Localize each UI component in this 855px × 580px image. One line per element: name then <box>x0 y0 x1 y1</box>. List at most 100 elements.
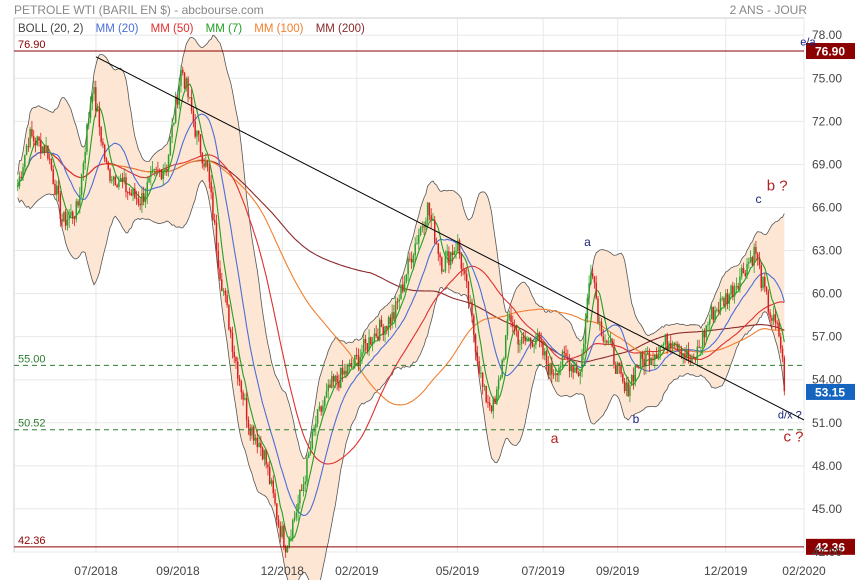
candle-body <box>613 346 615 365</box>
candle-body <box>384 326 386 335</box>
candle-body <box>167 154 170 171</box>
candle-body <box>742 267 745 273</box>
candle-body <box>91 93 94 104</box>
candle-body <box>556 373 558 376</box>
wave-label: d/x ? <box>778 410 802 422</box>
candle-body <box>84 151 86 164</box>
candle-body <box>437 243 440 255</box>
candle-body <box>254 437 257 441</box>
candle-body <box>89 103 92 119</box>
candle-body <box>64 211 67 226</box>
candle-body <box>343 370 345 375</box>
candle-body <box>174 97 177 123</box>
candle-body <box>540 340 542 342</box>
bollinger-upper <box>17 34 785 460</box>
candle-body <box>375 333 377 337</box>
candle-body <box>554 373 557 375</box>
candle-body <box>316 409 319 424</box>
legend-boll[interactable]: BOLL (20, 2) <box>18 23 84 35</box>
candle-body <box>183 72 186 89</box>
candle-body <box>52 169 54 184</box>
candle-body <box>261 447 264 460</box>
candle-body <box>354 354 356 367</box>
candle-body <box>577 372 580 376</box>
price-levels: 76.90 76.90 55.00 50.52 42.36 42.36 53.15 <box>14 39 855 555</box>
candle-body <box>659 347 661 354</box>
candle-body <box>38 136 40 141</box>
candle-body <box>551 363 553 375</box>
candle-body <box>322 405 324 412</box>
candle-body <box>396 301 399 303</box>
legend-mm200[interactable]: MM (200) <box>315 23 365 35</box>
candle-body <box>675 343 677 345</box>
candle-body <box>267 464 269 468</box>
x-tick-label: 07/2018 <box>74 564 118 578</box>
candle-body <box>114 176 117 186</box>
candle-body <box>739 276 741 289</box>
chart-title: PETROLE WTI (BARIL EN $) - abcbourse.com <box>14 3 264 17</box>
candle-body <box>171 124 173 138</box>
candle-body <box>199 134 202 153</box>
candle-body <box>371 341 374 345</box>
candle-body <box>446 251 448 257</box>
candle-body <box>524 337 526 342</box>
candle-body <box>233 351 235 358</box>
date-axis: 07/2018 09/2018 12/2018 02/2019 05/2019 07/20… <box>74 564 826 578</box>
candle-body <box>497 379 500 390</box>
y-tick-label: 63.00 <box>812 244 842 258</box>
candle-body <box>641 353 644 359</box>
candle-body <box>563 351 566 354</box>
candle-body <box>538 332 541 341</box>
candle-body <box>240 381 243 393</box>
candle-body <box>36 136 38 146</box>
candle-body <box>529 337 532 342</box>
candle-body <box>70 211 72 216</box>
candle-body <box>410 259 413 263</box>
legend-mm20[interactable]: MM (20) <box>95 23 139 35</box>
candle-body <box>760 265 762 288</box>
candle-body <box>634 365 636 382</box>
candle-body <box>687 350 690 361</box>
candle-body <box>370 337 372 345</box>
candle-body <box>378 319 381 341</box>
candle-body <box>783 357 786 392</box>
candle-body <box>508 315 511 320</box>
candle-body <box>61 219 63 222</box>
candle-body <box>432 219 434 221</box>
candle-body <box>306 457 308 482</box>
candle-body <box>307 453 310 458</box>
candle-body <box>54 183 56 195</box>
candle-body <box>288 537 290 547</box>
candle-body <box>655 354 658 359</box>
candle-body <box>746 263 748 276</box>
candle-body <box>749 257 752 263</box>
candle-body <box>618 362 621 366</box>
legend-mm7[interactable]: MM (7) <box>205 23 243 35</box>
candle-body <box>77 201 79 206</box>
candle-body <box>526 340 528 342</box>
candle-body <box>144 195 147 202</box>
candle-body <box>368 337 370 351</box>
candle-body <box>600 321 603 337</box>
candle-body <box>309 448 312 454</box>
candle-body <box>646 352 649 355</box>
candle-body <box>40 140 42 154</box>
candle-body <box>721 298 723 300</box>
candle-body <box>473 315 475 335</box>
candle-body <box>256 437 259 448</box>
candle-body <box>599 321 601 324</box>
candle-body <box>487 402 489 404</box>
candle-body <box>559 365 562 368</box>
candle-body <box>389 317 392 325</box>
candle-body <box>173 122 175 125</box>
legend-mm50[interactable]: MM (50) <box>150 23 194 35</box>
candle-body <box>212 192 214 220</box>
candle-body <box>132 188 134 196</box>
candle-body <box>18 176 21 187</box>
legend-mm100[interactable]: MM (100) <box>254 23 304 35</box>
candle-body <box>277 519 280 527</box>
candle-body <box>575 367 578 373</box>
candle-body <box>263 449 266 460</box>
candle-body <box>103 144 106 160</box>
candle-body <box>126 192 129 194</box>
